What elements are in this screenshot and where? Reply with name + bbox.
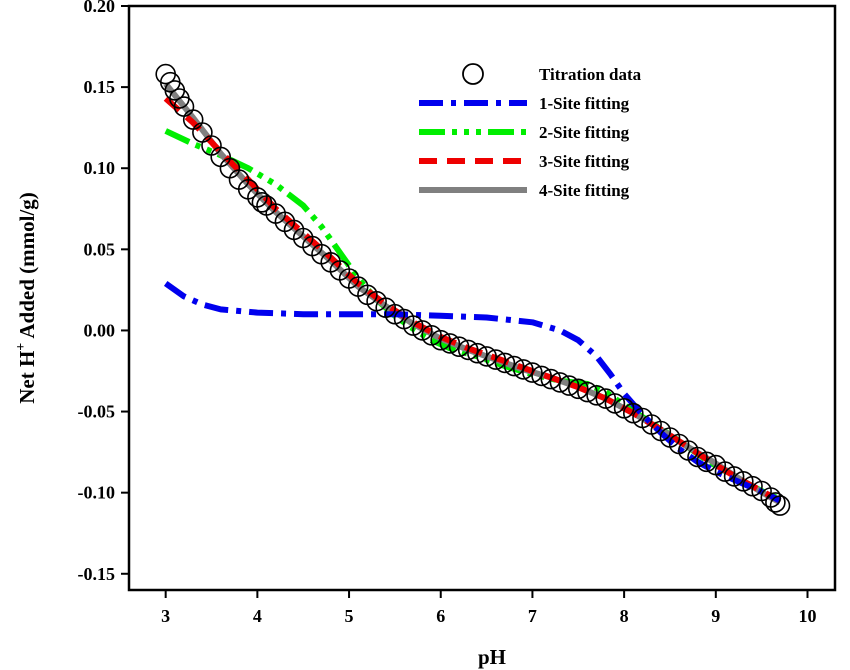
- titration-point: [622, 402, 644, 424]
- titration-points: [155, 63, 791, 516]
- series-1-site-fitting-line: [163, 280, 782, 504]
- x-tick-label: 9: [711, 606, 720, 626]
- legend-label-4-site-fitting: 4-Site fitting: [539, 181, 630, 200]
- y-axis-title: Net H+ Added (mmol/g): [14, 192, 39, 404]
- titration-point: [430, 329, 452, 351]
- x-tick-label: 4: [253, 606, 262, 626]
- legend-label-3-site-fitting: 3-Site fitting: [539, 152, 630, 171]
- titration-point: [467, 342, 488, 364]
- titration-point: [251, 192, 273, 213]
- x-tick-label: 10: [798, 606, 816, 626]
- y-tick-label: 0.05: [84, 239, 116, 259]
- x-tick-label: 5: [345, 606, 354, 626]
- titration-point: [439, 333, 461, 354]
- plot-area: [129, 6, 835, 590]
- plot-frame: [127, 4, 837, 592]
- titration-point: [549, 372, 571, 393]
- y-tick-label: -0.10: [78, 483, 116, 503]
- titration-point: [540, 368, 562, 390]
- titration-point: [512, 359, 534, 380]
- titration-point: [503, 355, 525, 377]
- titration-point: [567, 378, 589, 400]
- titration-point: [769, 495, 791, 516]
- x-tick-label: 6: [436, 606, 445, 626]
- y-tick-label: 0.20: [84, 0, 116, 16]
- x-tick-label: 3: [161, 606, 170, 626]
- titration-point: [586, 384, 607, 406]
- legend: Titration data 1-Site fitting 2-Site fitti…: [419, 63, 642, 200]
- titration-point: [522, 362, 543, 383]
- x-tick-label: 8: [620, 606, 629, 626]
- legend-label-2-site-fitting: 2-Site fitting: [539, 123, 630, 142]
- y-tick-label: -0.15: [78, 564, 116, 584]
- titration-point: [457, 339, 479, 361]
- y-tick-label: 0.00: [84, 320, 116, 340]
- titration-point: [402, 315, 424, 336]
- titration-point: [531, 365, 552, 387]
- legend-marker-titration-data: [462, 63, 484, 85]
- x-axis-title: pH: [478, 645, 506, 669]
- titration-point: [485, 349, 507, 370]
- axis-ticks: 3 4 5 6 7 8 9 10 0.20 0.15 0.10 0.05 0.00 -0.05 -0.10 -…: [78, 0, 817, 626]
- y-tick-label: 0.15: [84, 77, 116, 97]
- titration-point: [696, 451, 717, 473]
- titration-point: [558, 375, 580, 396]
- legend-label-1-site-fitting: 1-Site fitting: [539, 94, 630, 113]
- titration-point: [765, 492, 786, 513]
- legend-label-titration-data: Titration data: [539, 65, 642, 84]
- titration-point: [494, 352, 516, 374]
- y-tick-label: 0.10: [84, 158, 116, 178]
- y-tick-label: -0.05: [78, 402, 116, 422]
- titration-point: [448, 336, 470, 358]
- titration-point: [577, 381, 598, 403]
- x-tick-label: 7: [528, 606, 537, 626]
- titration-point: [476, 346, 497, 367]
